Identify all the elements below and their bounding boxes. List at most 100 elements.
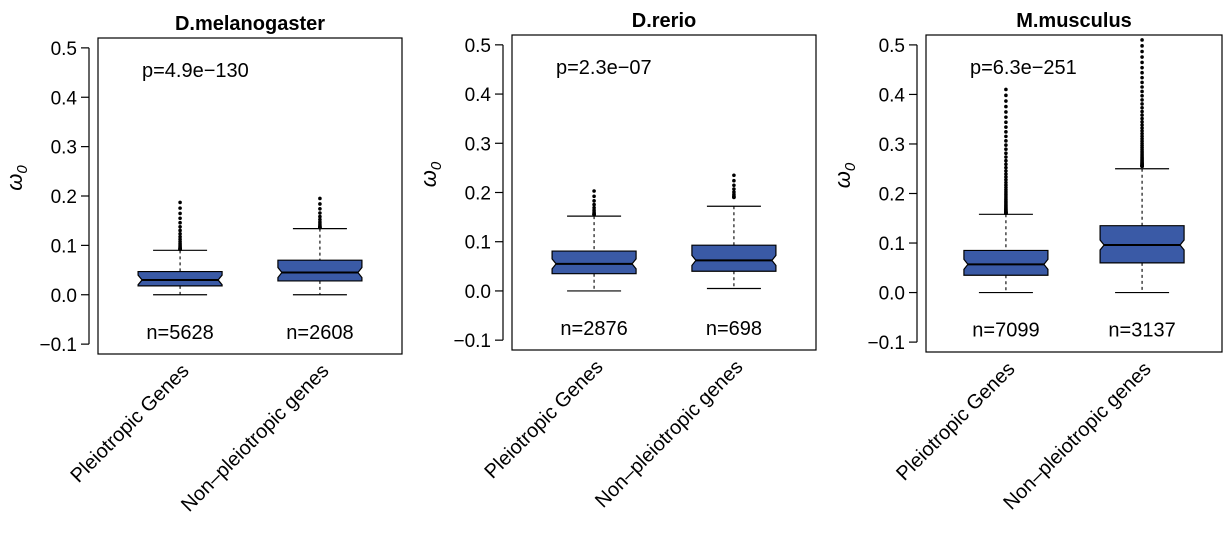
outlier-point bbox=[1004, 147, 1008, 152]
outlier-point bbox=[1004, 120, 1008, 125]
y-axis-label-subscript: 0 bbox=[842, 162, 859, 171]
box-2 bbox=[277, 196, 363, 296]
outlier-point bbox=[1140, 120, 1144, 124]
box-1 bbox=[551, 189, 637, 292]
outlier-point bbox=[1004, 93, 1008, 98]
x-category-label: Non–pleiotropic genes bbox=[591, 356, 747, 512]
box-body bbox=[963, 249, 1049, 276]
y-axis-label: ω0 bbox=[830, 162, 859, 188]
chart-title: D.melanogaster bbox=[175, 13, 325, 35]
y-tick-label: 0.1 bbox=[879, 234, 905, 255]
box-1 bbox=[963, 87, 1049, 294]
outlier-point bbox=[1140, 105, 1144, 110]
sample-count-label: n=2876 bbox=[560, 318, 627, 340]
outlier-point bbox=[592, 202, 596, 207]
y-tick-label: 0.1 bbox=[465, 233, 491, 254]
outlier-point bbox=[178, 200, 182, 205]
outlier-point bbox=[1140, 55, 1144, 59]
p-value-label: p=6.3e−251 bbox=[970, 57, 1077, 79]
chart-title: M.musculus bbox=[1016, 10, 1132, 32]
outlier-point bbox=[592, 194, 596, 199]
outlier-point bbox=[592, 189, 596, 193]
sample-count-label: n=5628 bbox=[146, 322, 213, 344]
outlier-point bbox=[178, 224, 182, 229]
outlier-point bbox=[1140, 70, 1144, 75]
outlier-point bbox=[178, 237, 182, 242]
plot-frame bbox=[925, 34, 1223, 353]
outlier-point bbox=[1004, 87, 1008, 92]
y-axis-label-symbol: ω bbox=[830, 171, 855, 188]
outlier-point bbox=[1004, 165, 1008, 170]
y-tick-label: 0.4 bbox=[465, 85, 492, 106]
y-tick-label: 0.4 bbox=[879, 85, 906, 106]
outlier-point bbox=[1004, 178, 1008, 182]
outlier-point bbox=[1004, 155, 1008, 159]
outlier-point bbox=[1140, 93, 1144, 98]
outlier-point bbox=[1004, 104, 1008, 109]
outlier-point bbox=[1140, 44, 1144, 48]
box-2 bbox=[691, 173, 777, 290]
outlier-point bbox=[1004, 151, 1008, 155]
outlier-point bbox=[318, 214, 322, 219]
outlier-point bbox=[1004, 134, 1008, 139]
y-tick-label: 0.0 bbox=[879, 284, 905, 305]
plot-frame bbox=[97, 37, 403, 355]
box-body bbox=[551, 250, 637, 275]
outlier-point bbox=[732, 190, 736, 194]
outlier-point bbox=[732, 173, 736, 178]
y-axis-label-subscript: 0 bbox=[14, 165, 31, 174]
outlier-point bbox=[178, 211, 182, 216]
outlier-point bbox=[1140, 109, 1144, 114]
outlier-point bbox=[732, 187, 736, 191]
y-tick-label: 0.2 bbox=[879, 185, 905, 206]
box-body bbox=[277, 259, 363, 282]
y-axis-label-symbol: ω bbox=[2, 174, 27, 191]
outlier-point bbox=[318, 220, 322, 224]
y-tick-label: 0.5 bbox=[51, 39, 77, 60]
outlier-point bbox=[1140, 116, 1144, 121]
outlier-point bbox=[318, 202, 322, 206]
outlier-point bbox=[1140, 49, 1144, 54]
outlier-point bbox=[318, 196, 322, 201]
p-value-label: p=2.3e−07 bbox=[556, 57, 652, 79]
outlier-point bbox=[1004, 172, 1008, 176]
outlier-point bbox=[1140, 85, 1144, 89]
y-axis-label-symbol: ω bbox=[416, 170, 441, 187]
y-tick-label: −0.1 bbox=[453, 331, 491, 352]
outlier-point bbox=[178, 206, 182, 210]
y-tick-label: 0.5 bbox=[465, 36, 491, 57]
y-tick-label: 0.4 bbox=[51, 88, 78, 109]
outlier-point bbox=[1004, 158, 1008, 163]
y-tick-label: 0.3 bbox=[465, 134, 491, 155]
outlier-point bbox=[178, 228, 182, 233]
outlier-point bbox=[1140, 75, 1144, 80]
box-body bbox=[137, 270, 223, 287]
chart-panel-2: D.rerio −0.1 0.0 0.1 0.2 0.3 0.4 0.5 ω0 p=2.3e−07… bbox=[416, 10, 817, 512]
x-category-label: Non–pleiotropic genes bbox=[999, 358, 1155, 514]
outlier-point bbox=[1004, 99, 1008, 103]
outlier-point bbox=[1140, 113, 1144, 117]
outlier-point bbox=[178, 216, 182, 221]
outlier-point bbox=[1140, 80, 1144, 85]
outlier-point bbox=[1004, 183, 1008, 187]
y-axis-label: ω0 bbox=[416, 161, 445, 187]
outlier-point bbox=[1004, 169, 1008, 173]
plot-frame bbox=[511, 34, 817, 351]
outlier-point bbox=[1140, 126, 1144, 130]
y-axis-label-subscript: 0 bbox=[428, 161, 445, 170]
outlier-point bbox=[592, 199, 596, 203]
outlier-point bbox=[732, 178, 736, 183]
y-tick-label: 0.5 bbox=[879, 36, 905, 57]
outlier-point bbox=[318, 206, 322, 211]
outlier-point bbox=[1140, 65, 1144, 70]
outlier-point bbox=[1140, 98, 1144, 102]
outlier-point bbox=[1004, 110, 1008, 114]
x-category-label: Pleiotropic Genes bbox=[66, 360, 193, 487]
x-category-label: Non–pleiotropic genes bbox=[177, 360, 333, 516]
sample-count-label: n=3137 bbox=[1108, 320, 1175, 342]
outlier-point bbox=[592, 205, 596, 210]
outlier-point bbox=[1140, 131, 1144, 136]
outlier-point bbox=[1140, 137, 1144, 141]
y-tick-label: 0.2 bbox=[51, 187, 77, 208]
